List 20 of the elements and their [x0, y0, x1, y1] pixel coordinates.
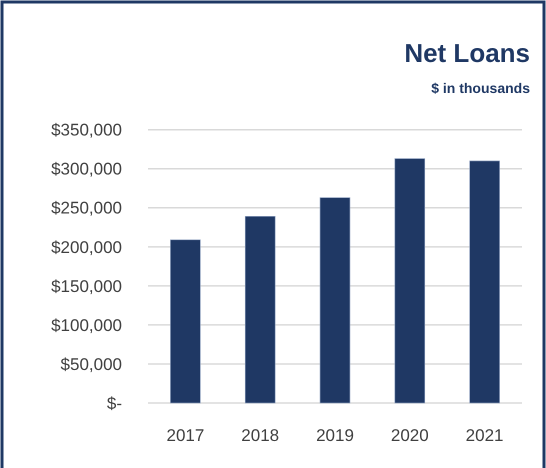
y-tick-label: $350,000: [51, 120, 122, 140]
bar: [394, 158, 426, 404]
x-tick-label: 2017: [166, 426, 204, 445]
bar: [244, 216, 276, 404]
x-tick-label: 2018: [241, 426, 280, 445]
x-tick-label: 2020: [390, 426, 429, 445]
chart-title: Net Loans: [404, 38, 530, 68]
y-tick-label: $250,000: [51, 198, 122, 218]
y-tick-label: $-: [106, 394, 122, 413]
bar: [170, 240, 201, 404]
y-tick-label: $200,000: [51, 238, 122, 257]
y-tick-label: $150,000: [51, 276, 122, 296]
y-tick-label: $100,000: [51, 316, 122, 335]
y-tick-label: $300,000: [51, 160, 122, 179]
x-tick-label: 2019: [316, 426, 354, 445]
x-tick-label: 2021: [466, 426, 504, 445]
chart-subtitle: $ in thousands: [431, 80, 530, 96]
y-tick-label: $50,000: [60, 354, 122, 374]
bar: [320, 197, 350, 404]
bar: [469, 160, 500, 404]
